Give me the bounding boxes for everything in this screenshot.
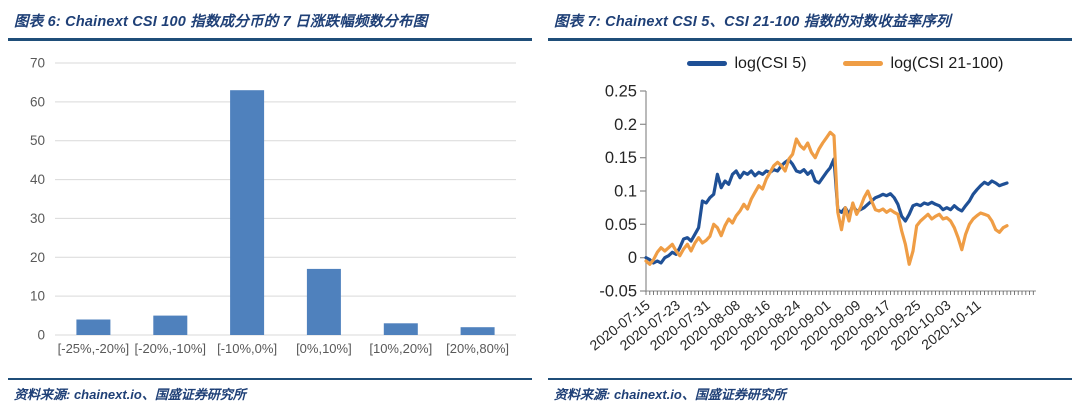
bar: [230, 89, 265, 335]
legend-item-csi5: log(CSI 5): [686, 54, 807, 73]
legend-label-csi5: log(CSI 5): [734, 54, 807, 72]
figure-7-footer-divider: [548, 378, 1072, 380]
log-return-line-chart: -0.0500.050.10.150.20.252020-07-152020-0…: [587, 82, 1036, 353]
y-axis-tick-label: 60: [30, 94, 45, 109]
y-axis-tick-label: 20: [30, 249, 45, 264]
figure-6-title-divider: [8, 38, 532, 41]
y-axis-tick-label: 40: [30, 172, 45, 187]
csi100-frequency-bar-chart: 0 10 20 30 40 50 60 70 [-25%,-20%] [-20%,-10%] [-1…: [30, 55, 516, 356]
series-line-csi5: [644, 156, 1009, 265]
csi21-100-line-swatch: [842, 61, 883, 66]
x-axis-category-label: [-10%,0%]: [217, 341, 277, 356]
y-axis-tick-label: 0: [628, 249, 637, 267]
legend-label-csi21-100: log(CSI 21-100): [890, 54, 1004, 72]
x-axis-category-label: [-25%,-20%]: [58, 341, 130, 356]
figure-6-source: 资料来源: chainext.io、国盛证券研究所: [14, 387, 246, 402]
figure-6-title: 图表 6: Chainext CSI 100 指数成分币的 7 日涨跌幅频数分布…: [14, 14, 428, 30]
y-axis-tick-label: 70: [30, 55, 45, 70]
legend-item-csi21-100: log(CSI 21-100): [842, 54, 1004, 73]
series-line-csi21-100: [644, 130, 1009, 266]
y-axis-tick-label: 30: [30, 210, 45, 225]
csi5-line-swatch: [686, 61, 727, 66]
line-chart-legend: log(CSI 5) log(CSI 21-100): [610, 55, 1080, 73]
x-axis-category-label: [-20%,-10%]: [135, 341, 207, 356]
bar: [153, 315, 188, 335]
y-axis-tick-label: 0.1: [614, 182, 637, 200]
bar: [306, 268, 341, 335]
figure-6-footer-divider: [8, 378, 532, 380]
y-axis-tick-label: 0: [37, 327, 45, 342]
y-axis-tick-label: 50: [30, 133, 45, 148]
bar: [383, 322, 418, 335]
y-axis-tick-label: 0.25: [605, 82, 637, 100]
figure-7-panel: 图表 7: Chainext CSI 5、CSI 21-100 指数的对数收益率…: [540, 0, 1080, 411]
y-axis-tick-label: -0.05: [599, 282, 637, 300]
x-axis-category-label: [20%,80%]: [446, 341, 509, 356]
bar: [76, 319, 111, 335]
bar: [460, 326, 495, 335]
x-axis-category-label: [10%,20%]: [369, 341, 432, 356]
figure-7-title-divider: [548, 38, 1072, 41]
y-axis-tick-label: 10: [30, 288, 45, 303]
y-axis-tick-label: 0.2: [614, 115, 637, 133]
figure-7-title: 图表 7: Chainext CSI 5、CSI 21-100 指数的对数收益率…: [554, 14, 951, 30]
y-axis-tick-label: 0.05: [605, 215, 637, 233]
y-axis-tick-label: 0.15: [605, 149, 637, 167]
figure-7-source: 资料来源: chainext.io、国盛证券研究所: [554, 387, 786, 402]
x-axis-category-label: [0%,10%]: [296, 341, 352, 356]
figure-6-panel: 图表 6: Chainext CSI 100 指数成分币的 7 日涨跌幅频数分布…: [8, 14, 532, 402]
